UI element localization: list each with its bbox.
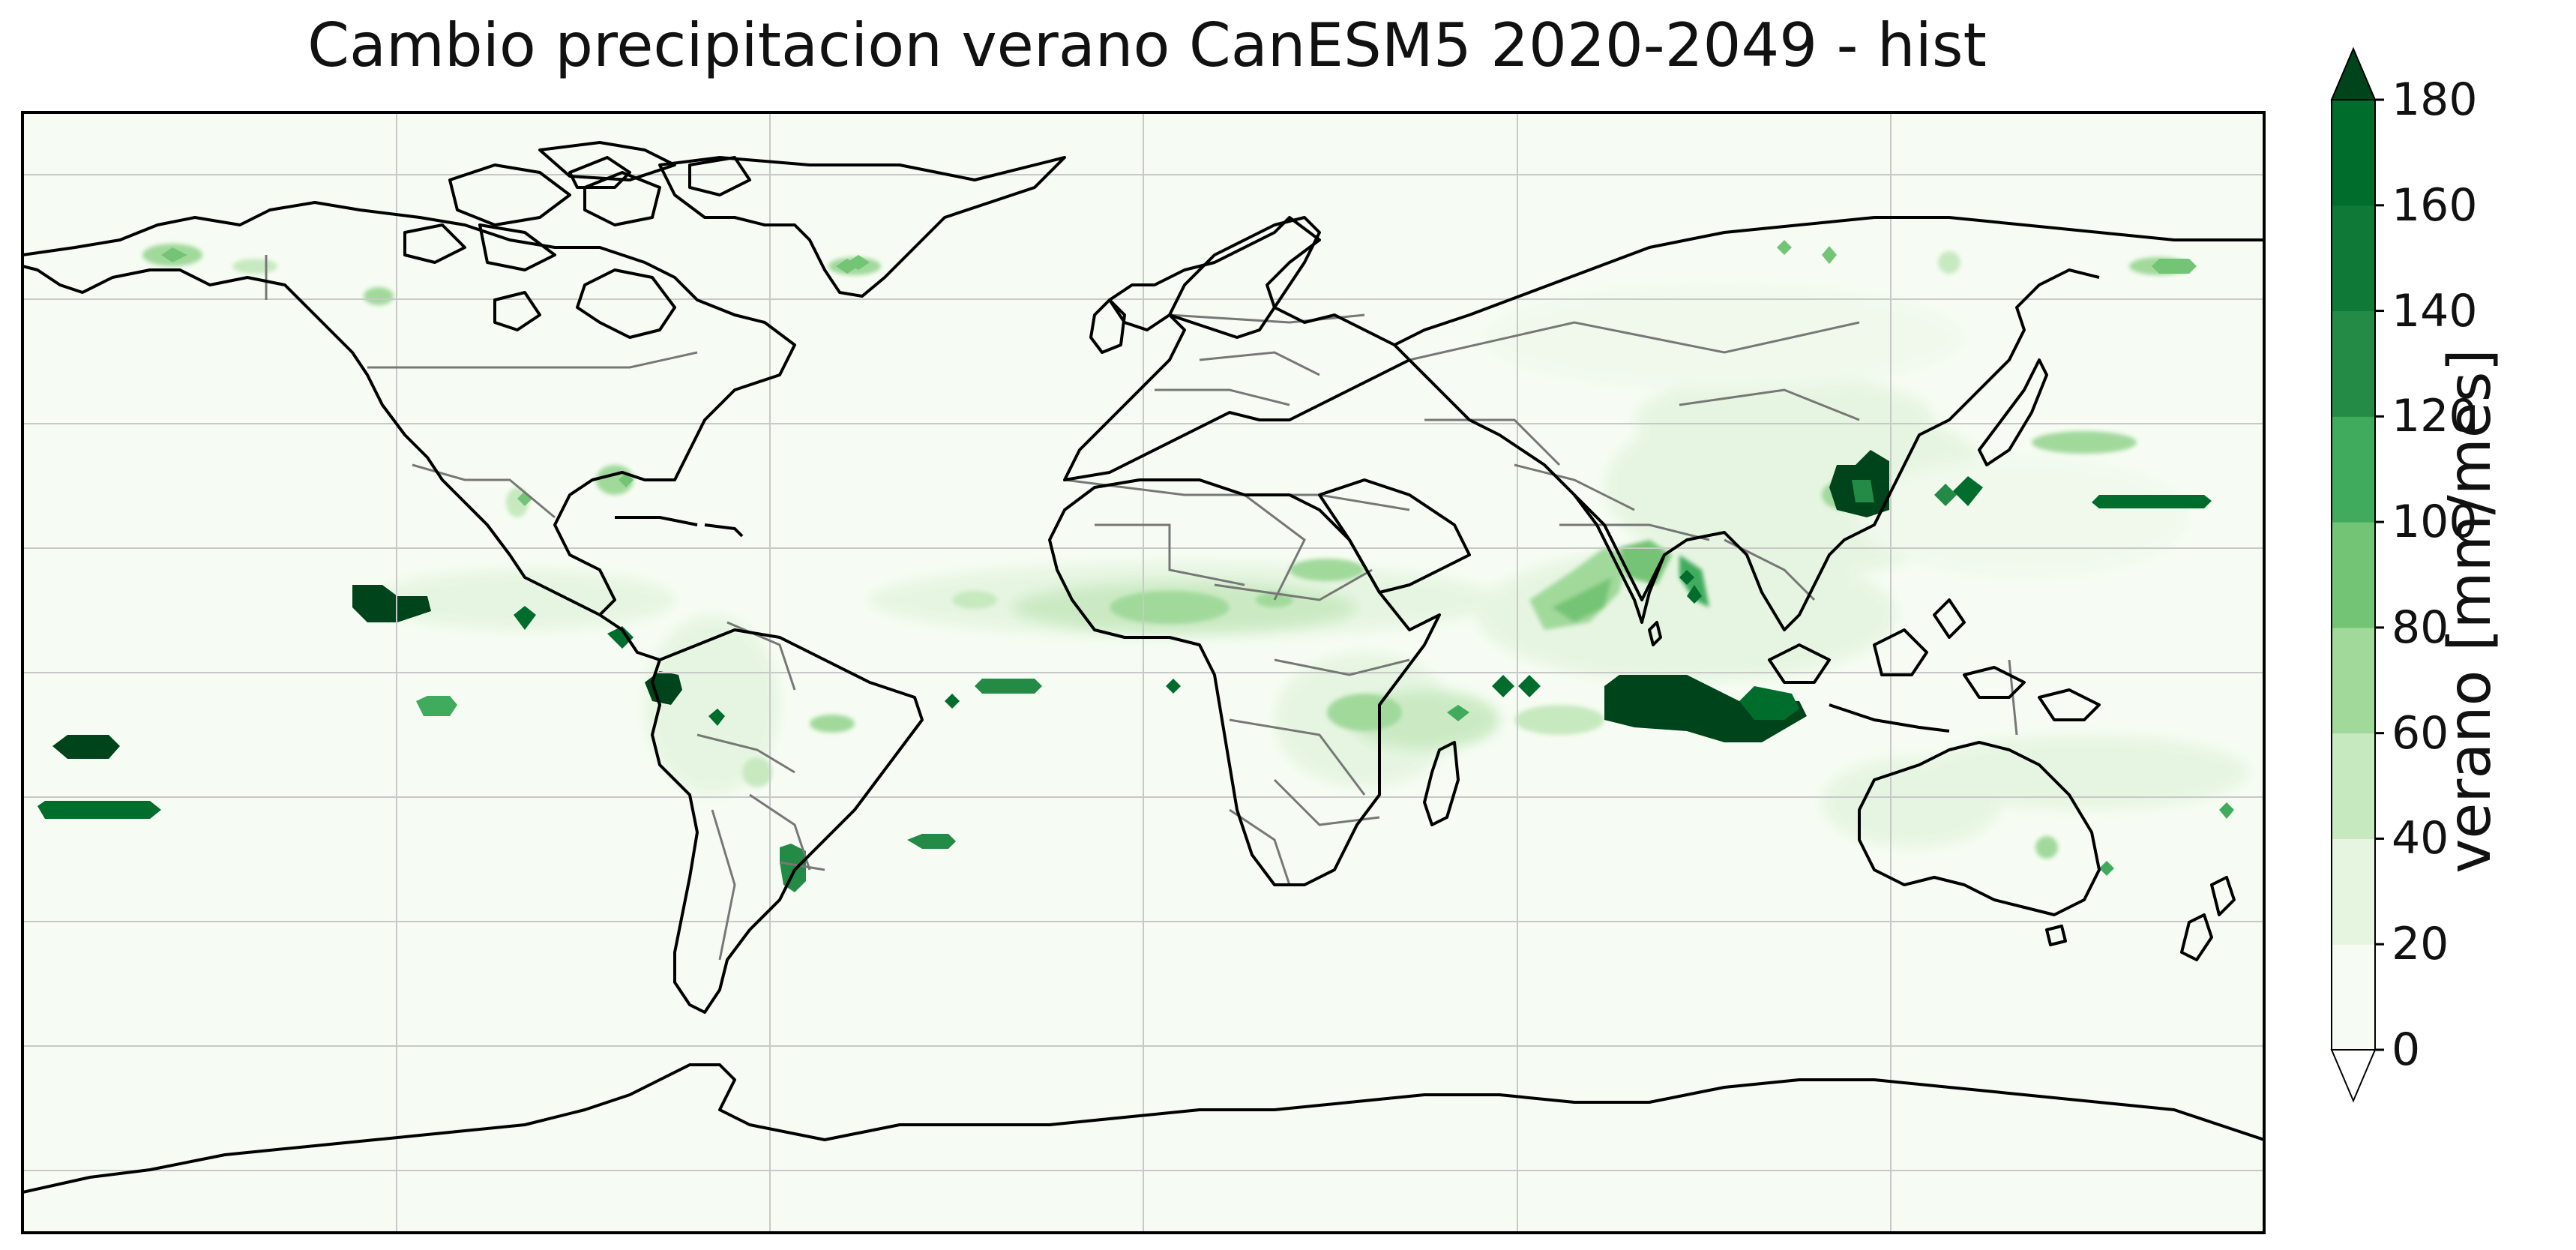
colorbar-tick-label: 40 — [2392, 812, 2449, 865]
colorbar-segment — [2332, 100, 2375, 206]
colorbar-segment — [2332, 838, 2375, 945]
colorbar-tick-label: 140 — [2392, 284, 2478, 337]
colorbar-frame — [2331, 99, 2376, 1051]
colorbar-tick-label: 180 — [2392, 73, 2478, 126]
gridlines — [22, 112, 2264, 1233]
colorbar-segment — [2332, 627, 2375, 734]
colorbar-extend-max — [2330, 46, 2377, 100]
colorbar-tick-label: 20 — [2392, 918, 2449, 971]
colorbar-segment — [2332, 522, 2375, 628]
colorbar-segment — [2332, 310, 2375, 417]
map-title: Cambio precipitacion verano CanESM5 2020… — [307, 10, 1987, 80]
colorbar-extend-min — [2330, 1049, 2377, 1103]
colorbar-tick-label: 60 — [2392, 706, 2449, 760]
precipitation-field — [37, 240, 2249, 892]
colorbar-segment — [2332, 416, 2375, 523]
coastlines — [22, 141, 2264, 1194]
colorbar-tick-label: 80 — [2392, 601, 2449, 654]
colorbar-tick-label: 0 — [2392, 1024, 2421, 1076]
colorbar-segment — [2332, 733, 2375, 839]
colorbar-segment — [2332, 944, 2375, 1051]
colorbar-tick-label: 160 — [2392, 178, 2478, 232]
colorbar-tick-label: 120 — [2392, 390, 2478, 443]
colorbar-label: verano [mm/mes] — [2437, 349, 2504, 874]
map-frame — [21, 111, 2266, 1234]
colorbar-segment — [2332, 205, 2375, 312]
colorbar-tick-label: 100 — [2392, 496, 2478, 549]
